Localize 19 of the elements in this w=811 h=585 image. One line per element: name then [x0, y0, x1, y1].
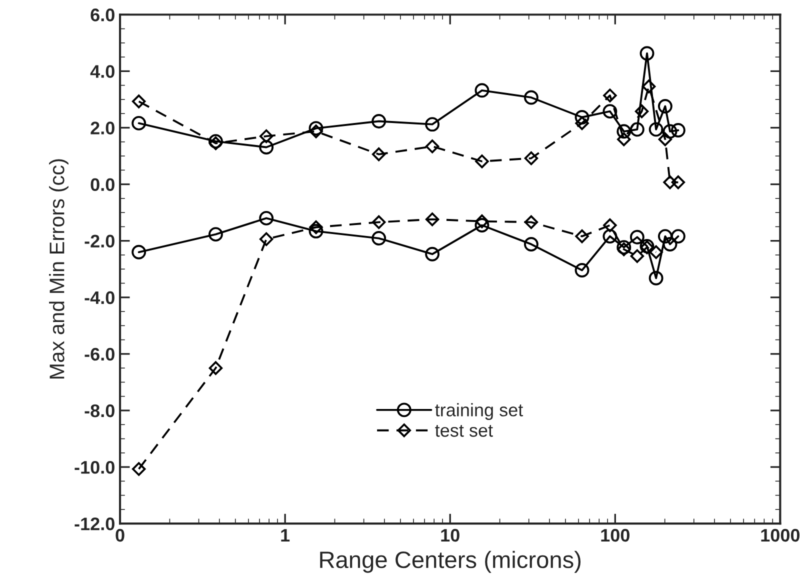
y-tick-label: -12.0: [74, 518, 114, 530]
y-axis-title: Max and Min Errors (cc): [49, 159, 68, 379]
y-tick-label: -4.0: [84, 291, 114, 304]
y-tick-label: 2.0: [90, 122, 114, 134]
y-tick-label: 6.0: [90, 8, 114, 22]
x-tick-label: 100: [601, 528, 630, 542]
legend-label: training set: [435, 403, 524, 420]
y-tick-label: -8.0: [84, 404, 114, 418]
x-axis-title: Range Centers (microns): [320, 550, 581, 573]
y-tick-label: -2.0: [84, 234, 114, 248]
x-tick-label: 0: [116, 528, 124, 542]
y-tick-label: 0.0: [90, 178, 114, 191]
y-tick-label: -10.0: [74, 460, 114, 474]
y-tick-label: 4.0: [90, 65, 114, 78]
x-tick-label: 10: [441, 528, 460, 542]
legend-label: test set: [435, 425, 493, 437]
x-tick-label: 1: [281, 529, 290, 542]
y-tick-label: -6.0: [84, 348, 114, 361]
x-tick-label: 1000: [761, 528, 800, 542]
